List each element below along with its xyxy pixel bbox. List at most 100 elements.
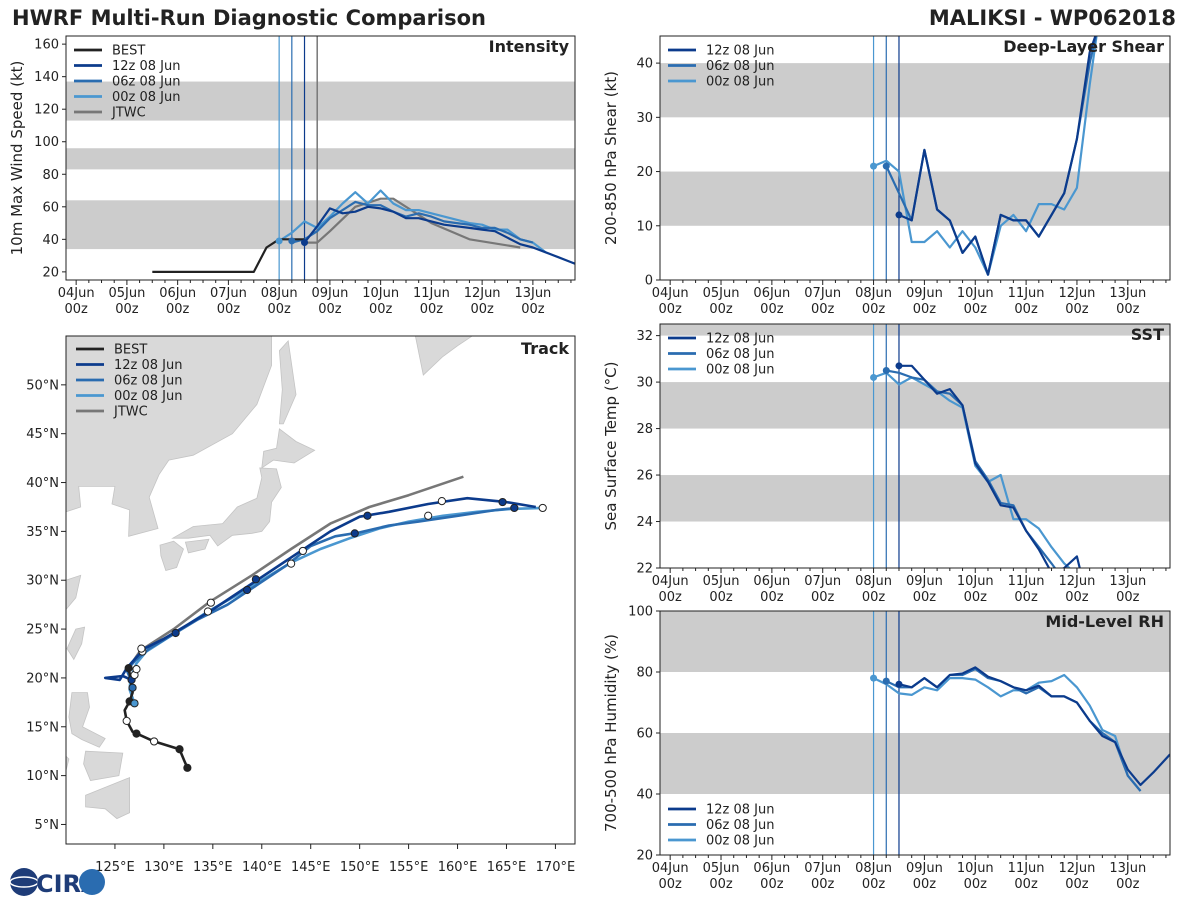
y-tick-label: 120 <box>34 103 59 118</box>
legend-label-12z-08-jun: 12z 08 Jun <box>112 59 181 74</box>
lat-tick-label: 50°N <box>26 378 59 393</box>
lon-tick-label: 130°E <box>144 860 184 875</box>
map-frame <box>65 335 576 845</box>
x-tick-hour: 00z <box>913 877 937 892</box>
legend-label-00z-08-jun: 00z 08 Jun <box>112 90 181 105</box>
lat-tick-label: 25°N <box>26 623 59 638</box>
track-position-marker <box>510 503 519 513</box>
axes-frame <box>65 35 576 281</box>
init-marker-00z-08-jun <box>870 373 878 381</box>
init-marker-00z-08-jun <box>275 237 283 245</box>
y-tick-label: 10 <box>636 219 653 234</box>
legend-label-06z-08-jun: 06z 08 Jun <box>706 818 775 833</box>
x-tick-date: 08Jun <box>261 286 298 301</box>
lon-tick-label: 150°E <box>340 860 380 875</box>
init-marker-00z-08-jun <box>870 674 878 682</box>
x-tick-date: 10Jun <box>957 574 994 589</box>
y-tick-label: 22 <box>636 562 653 577</box>
legend-label-00z-08-jun: 00z 08 Jun <box>706 834 775 849</box>
track-position-marker <box>424 511 433 520</box>
track-line-12z-08-jun <box>103 496 537 682</box>
track-position-marker <box>171 628 180 638</box>
x-tick-hour: 00z <box>760 590 784 605</box>
land-hokkaido <box>261 428 316 469</box>
figure-title-right: MALIKSI - WP062018 <box>929 6 1176 30</box>
track-position-marker <box>203 607 213 616</box>
y-tick-label: 60 <box>42 200 59 215</box>
x-tick-date: 10Jun <box>362 286 399 301</box>
x-tick-hour: 00z <box>760 877 784 892</box>
x-tick-date: 05Jun <box>703 861 740 876</box>
init-marker-06z-08-jun <box>288 237 296 245</box>
shaded-band <box>660 733 1170 794</box>
legend-label-best: BEST <box>112 44 145 59</box>
x-tick-date: 08Jun <box>855 574 892 589</box>
x-tick-date: 07Jun <box>210 286 247 301</box>
cira-logo-emblem <box>79 869 105 895</box>
x-tick-hour: 00z <box>1014 590 1038 605</box>
legend-label-06z-08-jun: 06z 08 Jun <box>706 347 775 362</box>
x-tick-hour: 00z <box>1065 302 1089 317</box>
x-tick-hour: 00z <box>964 590 988 605</box>
y-tick-label: 100 <box>34 135 59 150</box>
legend-label-best: BEST <box>114 343 147 358</box>
y-tick-label: 100 <box>628 605 653 620</box>
series-group <box>152 189 575 273</box>
legend-label-06z-08-jun: 06z 08 Jun <box>706 59 775 74</box>
x-tick-date: 09Jun <box>906 286 943 301</box>
track-position-marker <box>128 683 137 692</box>
x-tick-hour: 00z <box>1014 302 1038 317</box>
x-tick-date: 11Jun <box>1008 574 1045 589</box>
shaded-band <box>660 382 1170 429</box>
shaded-band <box>66 148 575 170</box>
init-marker-12z-08-jun <box>895 680 903 688</box>
x-tick-hour: 00z <box>811 877 835 892</box>
x-tick-date: 09Jun <box>906 861 943 876</box>
x-tick-hour: 00z <box>369 302 393 317</box>
track-position-marker <box>242 585 252 595</box>
track-position-marker <box>206 598 215 607</box>
x-tick-date: 13Jun <box>1109 574 1146 589</box>
y-tick-label: 32 <box>636 329 653 344</box>
lat-tick-label: 40°N <box>26 476 59 491</box>
x-tick-hour: 00z <box>1065 877 1089 892</box>
legend-label-jtwc: JTWC <box>113 405 148 420</box>
lon-tick-label: 155°E <box>389 860 429 875</box>
series-line-12z-08-jun <box>898 36 1097 276</box>
shaded-band <box>660 611 1170 672</box>
legend-label-00z-08-jun: 00z 08 Jun <box>114 389 183 404</box>
panel-title: SST <box>1131 325 1164 344</box>
x-tick-hour: 00z <box>115 302 139 317</box>
y-tick-label: 60 <box>636 727 653 742</box>
x-tick-date: 13Jun <box>514 286 551 301</box>
track-position-marker <box>175 745 184 754</box>
x-tick-date: 06Jun <box>753 861 790 876</box>
land-honshu <box>171 467 282 547</box>
track-position-marker <box>363 511 372 520</box>
x-tick-hour: 00z <box>658 877 682 892</box>
x-tick-hour: 00z <box>964 302 988 317</box>
track-position-marker <box>251 575 260 584</box>
series-line-00z-08-jun <box>873 371 1071 568</box>
track-position-marker <box>498 497 507 507</box>
series-line-jtwc <box>304 197 521 249</box>
land-shikoku <box>184 538 210 554</box>
x-tick-hour: 00z <box>267 302 291 317</box>
land-asia-mainland <box>66 336 273 537</box>
x-tick-hour: 00z <box>64 302 88 317</box>
legend-label-06z-08-jun: 06z 08 Jun <box>112 75 181 90</box>
x-tick-date: 05Jun <box>703 286 740 301</box>
x-tick-date: 04Jun <box>652 574 689 589</box>
legend-label-00z-08-jun: 00z 08 Jun <box>706 363 775 378</box>
x-tick-hour: 00z <box>964 877 988 892</box>
y-tick-label: 28 <box>636 422 653 437</box>
init-marker-00z-08-jun <box>870 162 878 170</box>
sst-panel: 22242628303204Jun00z05Jun00z06Jun00z07Ju… <box>602 323 1171 605</box>
cira-logo: CIRA <box>9 868 105 898</box>
track-position-marker <box>122 716 131 726</box>
x-tick-date: 12Jun <box>464 286 501 301</box>
x-tick-hour: 00z <box>1065 590 1089 605</box>
x-tick-date: 09Jun <box>311 286 348 301</box>
shaded-band <box>660 324 1170 336</box>
panel-title: Intensity <box>489 37 570 56</box>
